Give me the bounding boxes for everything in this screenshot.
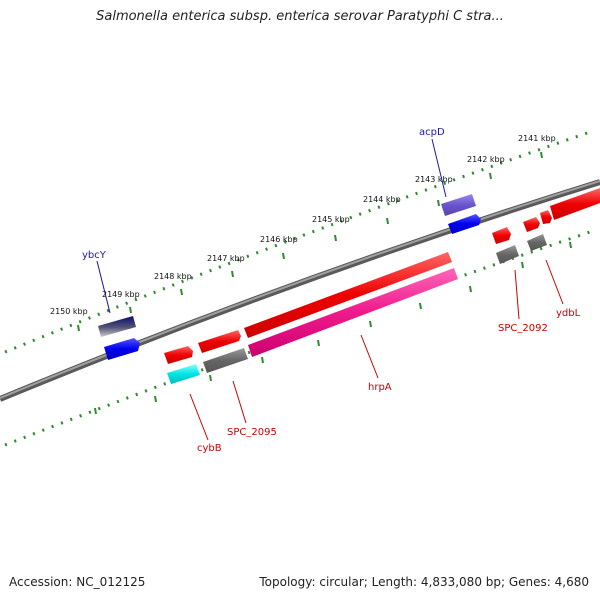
gene-SPC_2095-cds[interactable] (203, 348, 248, 373)
scale-label: 2147 kbp (207, 254, 245, 263)
gene-ybcY-feature[interactable] (98, 316, 136, 337)
scale-label: 2142 kbp (467, 155, 505, 164)
gene-label-ydbL: ydbL (556, 308, 581, 319)
accession-text: Accession: NC_012125 (9, 575, 146, 589)
scale-label: 2146 kbp (260, 235, 298, 244)
gene-feature-edge-small[interactable] (540, 210, 552, 224)
genome-summary-text: Topology: circular; Length: 4,833,080 bp… (259, 575, 589, 589)
scale-label: 2144 kbp (363, 195, 401, 204)
gene-cybB-cds[interactable] (167, 364, 200, 384)
gene-acpD-feature[interactable] (441, 194, 476, 216)
gene-hrpA-feature[interactable] (244, 252, 452, 338)
gene-label-SPC_2092: SPC_2092 (498, 323, 548, 334)
gene-ydbL-feature[interactable] (523, 217, 540, 232)
gene-leader-lines (96, 138, 564, 441)
scale-label: 2141 kbp (518, 134, 556, 143)
gene-SPC_2095-feature[interactable] (198, 330, 241, 353)
scale-major-ticks-lower (94, 241, 572, 415)
gene-SPC_2092-feature[interactable] (492, 227, 511, 244)
gene-SPC_2092-cds[interactable] (496, 245, 519, 264)
gene-ydbL-cds[interactable] (527, 234, 547, 251)
gene-feature-edge-large[interactable] (550, 188, 600, 220)
scale-label: 2143 kbp (415, 175, 453, 184)
scale-label: 2149 kbp (102, 290, 140, 299)
gene-label-ybcY: ybcY (82, 250, 107, 261)
gene-label-hrpA: hrpA (368, 382, 392, 393)
gene-label-acpD: acpD (419, 127, 445, 138)
scale-label: 2150 kbp (50, 307, 88, 316)
scale-major-ticks-upper (77, 151, 543, 332)
map-title: Salmonella enterica subsp. enterica sero… (96, 9, 504, 24)
gene-label-SPC_2095: SPC_2095 (227, 427, 277, 438)
gene-hrpA-cds[interactable] (248, 268, 458, 357)
gene-label-cybB: cybB (197, 443, 222, 454)
genome-backbone-highlight (0, 180, 600, 399)
genome-backbone (0, 179, 600, 402)
scale-label: 2145 kbp (312, 215, 350, 224)
scale-label: 2148 kbp (154, 272, 192, 281)
gene-acpD-arrow[interactable] (448, 214, 481, 234)
gene-ybcY-arrow[interactable] (104, 338, 140, 360)
gene-cybB-feature[interactable] (164, 346, 193, 364)
